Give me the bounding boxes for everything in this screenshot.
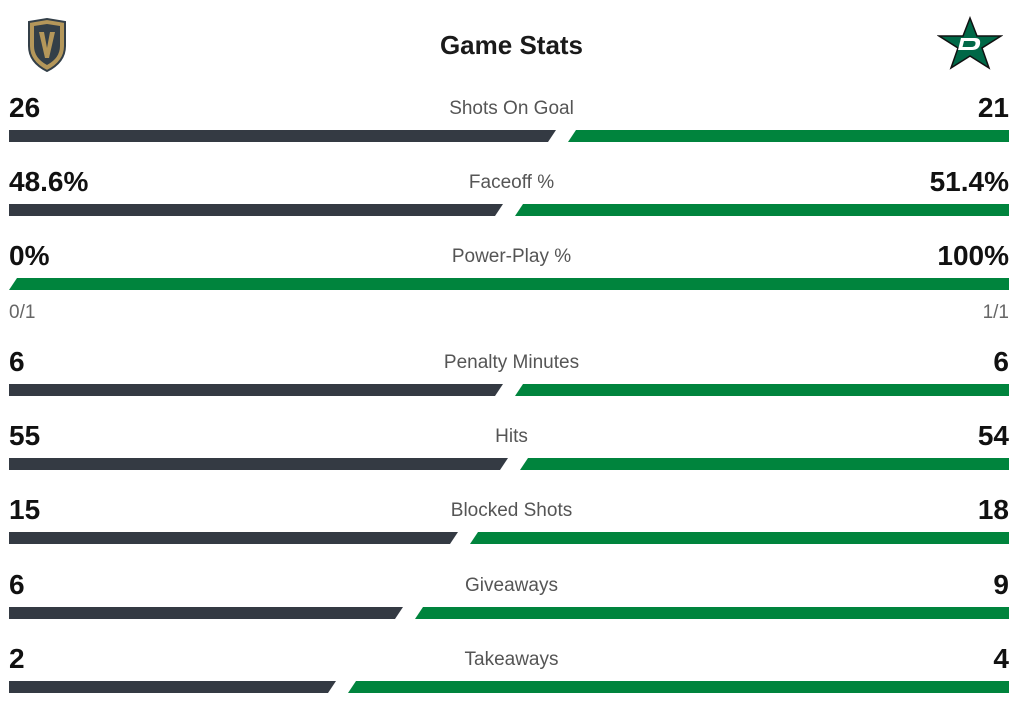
away-stat-value: 4 [993,643,1009,674]
stat-row: 15 Blocked Shots 18 [0,494,1023,560]
away-stat-bar [348,681,1009,693]
page-title: Game Stats [439,30,584,60]
stat-label: Penalty Minutes [443,352,580,373]
home-stat-bar [9,384,503,396]
away-stat-bar [515,204,1009,216]
away-stat-bar [568,130,1009,142]
stat-label: Blocked Shots [450,500,573,521]
stat-label: Faceoff % [468,172,555,193]
home-stat-value: 15 [9,494,41,525]
home-stat-value: 2 [9,643,25,674]
away-stat-value: 21 [977,92,1009,123]
away-stat-value: 100% [937,240,1009,271]
away-stat-value: 51.4% [929,166,1009,197]
stat-label: Power-Play % [451,246,572,267]
stat-label: Giveaways [465,575,558,596]
home-stat-bar [9,130,556,142]
away-stat-bar [415,607,1009,619]
home-stat-bar [9,681,336,693]
stat-row: 0% Power-Play % 100% [0,240,1023,306]
home-stat-bar [9,607,403,619]
away-stat-bar [515,384,1009,396]
home-stat-value: 55 [9,420,41,451]
away-stat-value: 6 [993,346,1009,377]
stat-label: Takeaways [464,649,559,670]
stat-row: 55 Hits 54 [0,420,1023,486]
stat-row: 26 Shots On Goal 21 [0,92,1023,158]
home-stat-bar [9,532,458,544]
header: Game Stats [0,0,1023,90]
home-stat-bar [9,458,508,470]
away-stat-bar [9,278,1009,290]
home-stat-value: 6 [9,569,25,600]
away-stat-value: 9 [993,569,1009,600]
vegas-golden-knights-logo-icon [25,17,69,73]
away-stat-value: 18 [977,494,1009,525]
stat-row: 6 Giveaways 9 [0,569,1023,635]
stat-row: 6 Penalty Minutes 6 [0,346,1023,412]
home-stat-subvalue: 0/1 [9,302,36,323]
away-stat-subvalue: 1/1 [982,302,1009,323]
stat-label: Hits [495,426,528,447]
stat-label: Shots On Goal [449,98,574,119]
away-stat-bar [520,458,1009,470]
stat-row: 48.6% Faceoff % 51.4% [0,166,1023,232]
stat-row: 2 Takeaways 4 [0,643,1023,709]
home-stat-bar [9,204,503,216]
dallas-stars-logo-icon [936,15,1004,72]
home-stat-value: 6 [9,346,25,377]
home-stat-value: 26 [9,92,41,123]
away-stat-bar [470,532,1009,544]
away-stat-value: 54 [977,420,1009,451]
home-stat-value: 48.6% [9,166,89,197]
home-stat-value: 0% [9,240,50,271]
